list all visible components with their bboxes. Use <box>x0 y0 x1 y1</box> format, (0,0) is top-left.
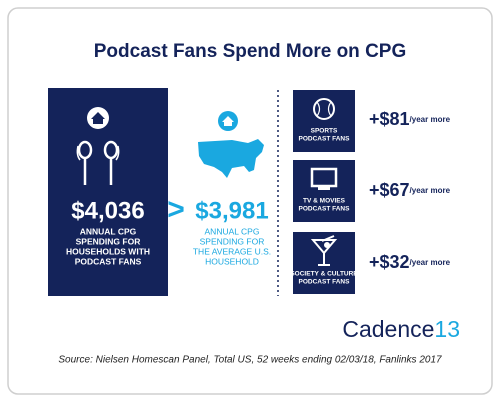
average-description: HOUSEHOLD <box>205 256 259 266</box>
segment-amount: +$32/year more <box>369 252 451 272</box>
segment-box <box>293 160 355 222</box>
source: Source: Nielsen Homescan Panel, Total US… <box>58 355 442 366</box>
logo: Cadence13 <box>342 316 460 342</box>
segment-box <box>293 90 355 152</box>
earbuds-icon <box>76 140 120 185</box>
cocktail-icon <box>310 235 338 266</box>
tv-icon <box>310 167 338 190</box>
average-description: SPENDING FOR <box>200 236 265 246</box>
segment-label: PODCAST FANS <box>299 279 351 286</box>
segment-label: PODCAST FANS <box>299 206 351 213</box>
segment-label: TV & MOVIES <box>303 198 346 205</box>
podcast-description: ANNUAL CPG <box>80 226 137 236</box>
average-amount: $3,981 <box>195 197 268 224</box>
baseball-icon <box>313 98 335 120</box>
home-icon <box>87 107 109 129</box>
podcast-description: SPENDING FOR <box>76 236 141 246</box>
comparison: > <box>167 193 185 226</box>
segment-amount: +$67/year more <box>369 180 451 200</box>
segment-label: SOCIETY & CULTURE <box>290 271 358 278</box>
title: Podcast Fans Spend More on CPG <box>94 41 407 62</box>
podcast-description: HOUSEHOLDS WITH <box>66 246 150 256</box>
segment-label: SPORTS <box>311 128 338 135</box>
podcast-box <box>48 88 168 296</box>
segment-amount: +$81/year more <box>369 109 451 129</box>
podcast-description: PODCAST FANS <box>75 256 142 266</box>
usa-map-icon <box>198 111 264 178</box>
average-description: THE AVERAGE U.S. <box>193 246 271 256</box>
segment-label: PODCAST FANS <box>299 136 351 143</box>
average-description: ANNUAL CPG <box>205 226 260 236</box>
podcast-amount: $4,036 <box>71 197 144 224</box>
